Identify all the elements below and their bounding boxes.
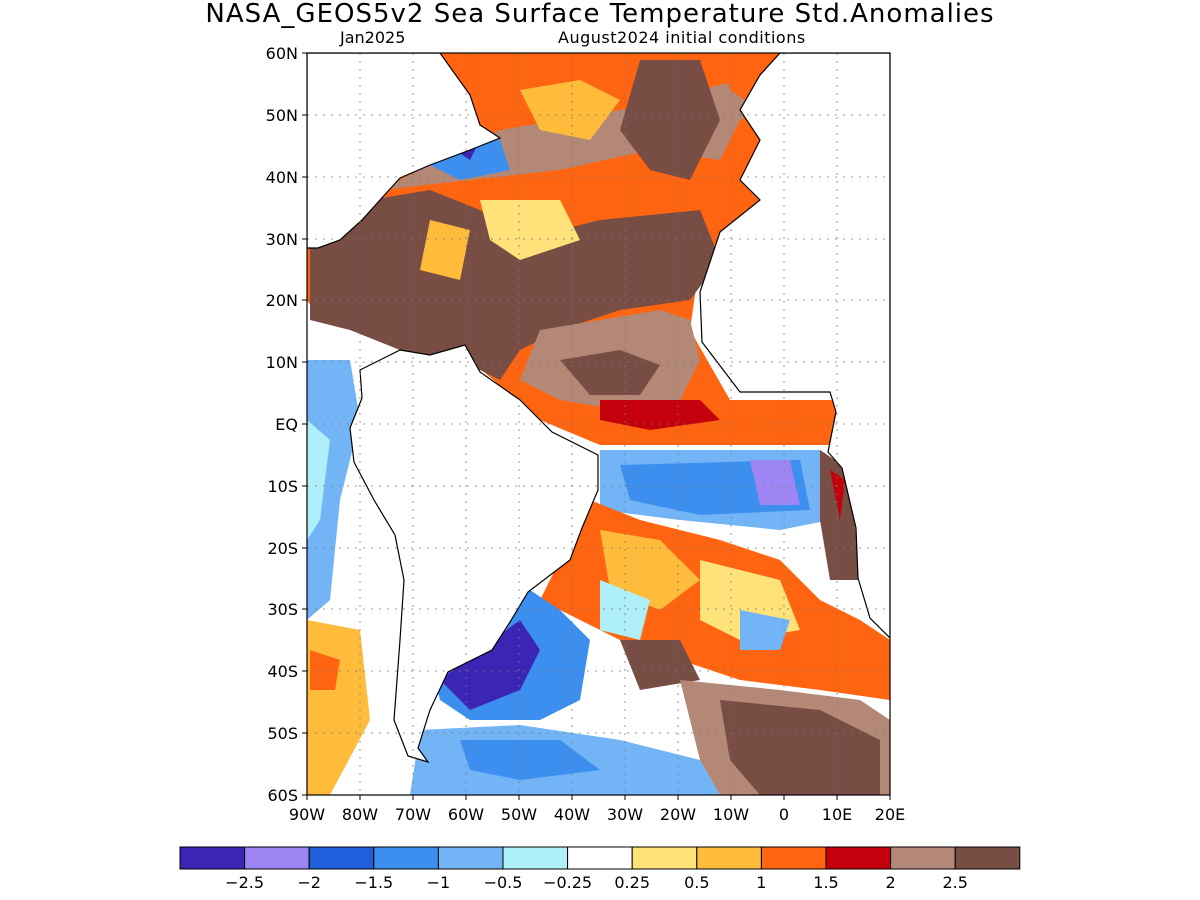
lon-label: 10W [713,805,749,824]
lon-label: 80W [342,805,378,824]
colorbar-swatch [567,846,633,870]
lat-label: 60N [266,44,298,63]
lon-label: 50W [501,805,537,824]
latitude-labels: 60N 50N 40N 30N 20N 10N EQ 10S 20S 30S 4… [266,44,298,805]
lat-label: EQ [275,415,298,434]
lon-label: 10E [822,805,852,824]
lat-label: 10N [266,353,298,372]
lon-label: 20W [660,805,696,824]
longitude-labels: 90W 80W 70W 60W 50W 40W 30W 20W 10W 0 10… [289,805,905,824]
colorbar-label: 2.5 [942,873,967,892]
colorbar-label: 1.5 [813,873,838,892]
lon-label: 0 [779,805,789,824]
lon-label: 70W [395,805,431,824]
land-masses [307,53,890,764]
lat-label: 50N [266,106,298,125]
colorbar-swatch [179,846,246,870]
colorbar-label: −2 [297,873,321,892]
colorbar-swatch [631,846,698,870]
colorbar-label: 0.5 [684,873,709,892]
lat-label: 30N [266,230,298,249]
lat-label: 30S [267,600,298,619]
forecast-month: Jan2025 [340,28,406,47]
lat-label: 60S [267,786,298,805]
colorbar-swatch [890,846,956,870]
colorbar-label: −0.25 [543,873,592,892]
lon-label: 60W [448,805,484,824]
initial-conditions: August2024 initial conditions [558,28,806,47]
lat-label: 20S [267,539,298,558]
colorbar-swatch [373,846,439,870]
colorbar-swatch [437,846,504,870]
graticule [307,53,890,795]
lon-label: 40W [554,805,590,824]
colorbar-swatch [308,846,375,870]
colorbar-swatch [760,846,827,870]
colorbar-swatch [502,846,569,870]
south-america [349,344,599,764]
lat-label: 40N [266,168,298,187]
lon-label: 90W [289,805,325,824]
colorbar-label: −0.5 [484,873,523,892]
lat-label: 10S [267,477,298,496]
lat-label: 20N [266,291,298,310]
colorbar-swatch [954,846,1021,870]
colorbar-swatch [825,846,892,870]
colorbar [179,846,1021,870]
north-america [307,53,502,249]
colorbar-label: −2.5 [225,873,264,892]
lon-label: 30W [607,805,643,824]
africa-europe [699,53,890,639]
lat-label: 50S [267,724,298,743]
colorbar-swatch [696,846,762,870]
colorbar-label: −1 [427,873,451,892]
colorbar-label: 1 [756,873,766,892]
colorbar-label: −1.5 [354,873,393,892]
colorbar-label: 0.25 [614,873,650,892]
lat-label: 40S [267,662,298,681]
map-title: NASA_GEOS5v2 Sea Surface Temperature Std… [205,0,995,29]
colorbar-label: 2 [886,873,896,892]
colorbar-swatch [244,846,310,870]
tick-marks [302,52,891,800]
lon-label: 20E [875,805,905,824]
colorbar-labels: −2.5 −2 −1.5 −1 −0.5 −0.25 0.25 0.5 1 1.5 2 2.5 [225,873,968,892]
